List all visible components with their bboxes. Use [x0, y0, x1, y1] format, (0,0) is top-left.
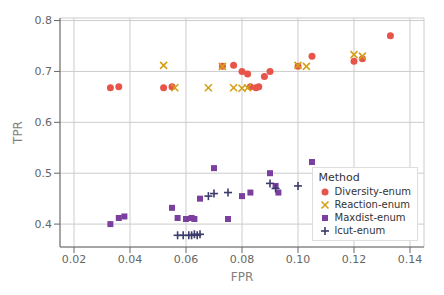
svg-text:0.12: 0.12 — [342, 253, 367, 266]
html-text:Reaction-enum: Reaction-enum — [334, 199, 411, 210]
svg-text:0.08: 0.08 — [230, 253, 255, 266]
svg-text:0.7: 0.7 — [35, 65, 53, 78]
svg-text:FPR: FPR — [231, 270, 253, 284]
svg-text:0.06: 0.06 — [174, 253, 199, 266]
html-text:Method: Method — [318, 171, 360, 184]
svg-text:0.14: 0.14 — [398, 253, 423, 266]
html-text:Maxdist-enum: Maxdist-enum — [334, 212, 406, 223]
svg-text:0.10: 0.10 — [286, 253, 311, 266]
svg-text:0.6: 0.6 — [35, 116, 53, 129]
svg-text:TPR: TPR — [11, 121, 25, 145]
svg-text:0.04: 0.04 — [118, 253, 143, 266]
svg-text:0.02: 0.02 — [62, 253, 87, 266]
svg-text:0.5: 0.5 — [35, 167, 53, 180]
svg-text:0.4: 0.4 — [35, 218, 53, 231]
html-text:lcut-enum: lcut-enum — [334, 225, 386, 236]
html-text:Diversity-enum: Diversity-enum — [334, 186, 411, 197]
svg-text:0.8: 0.8 — [35, 14, 53, 27]
